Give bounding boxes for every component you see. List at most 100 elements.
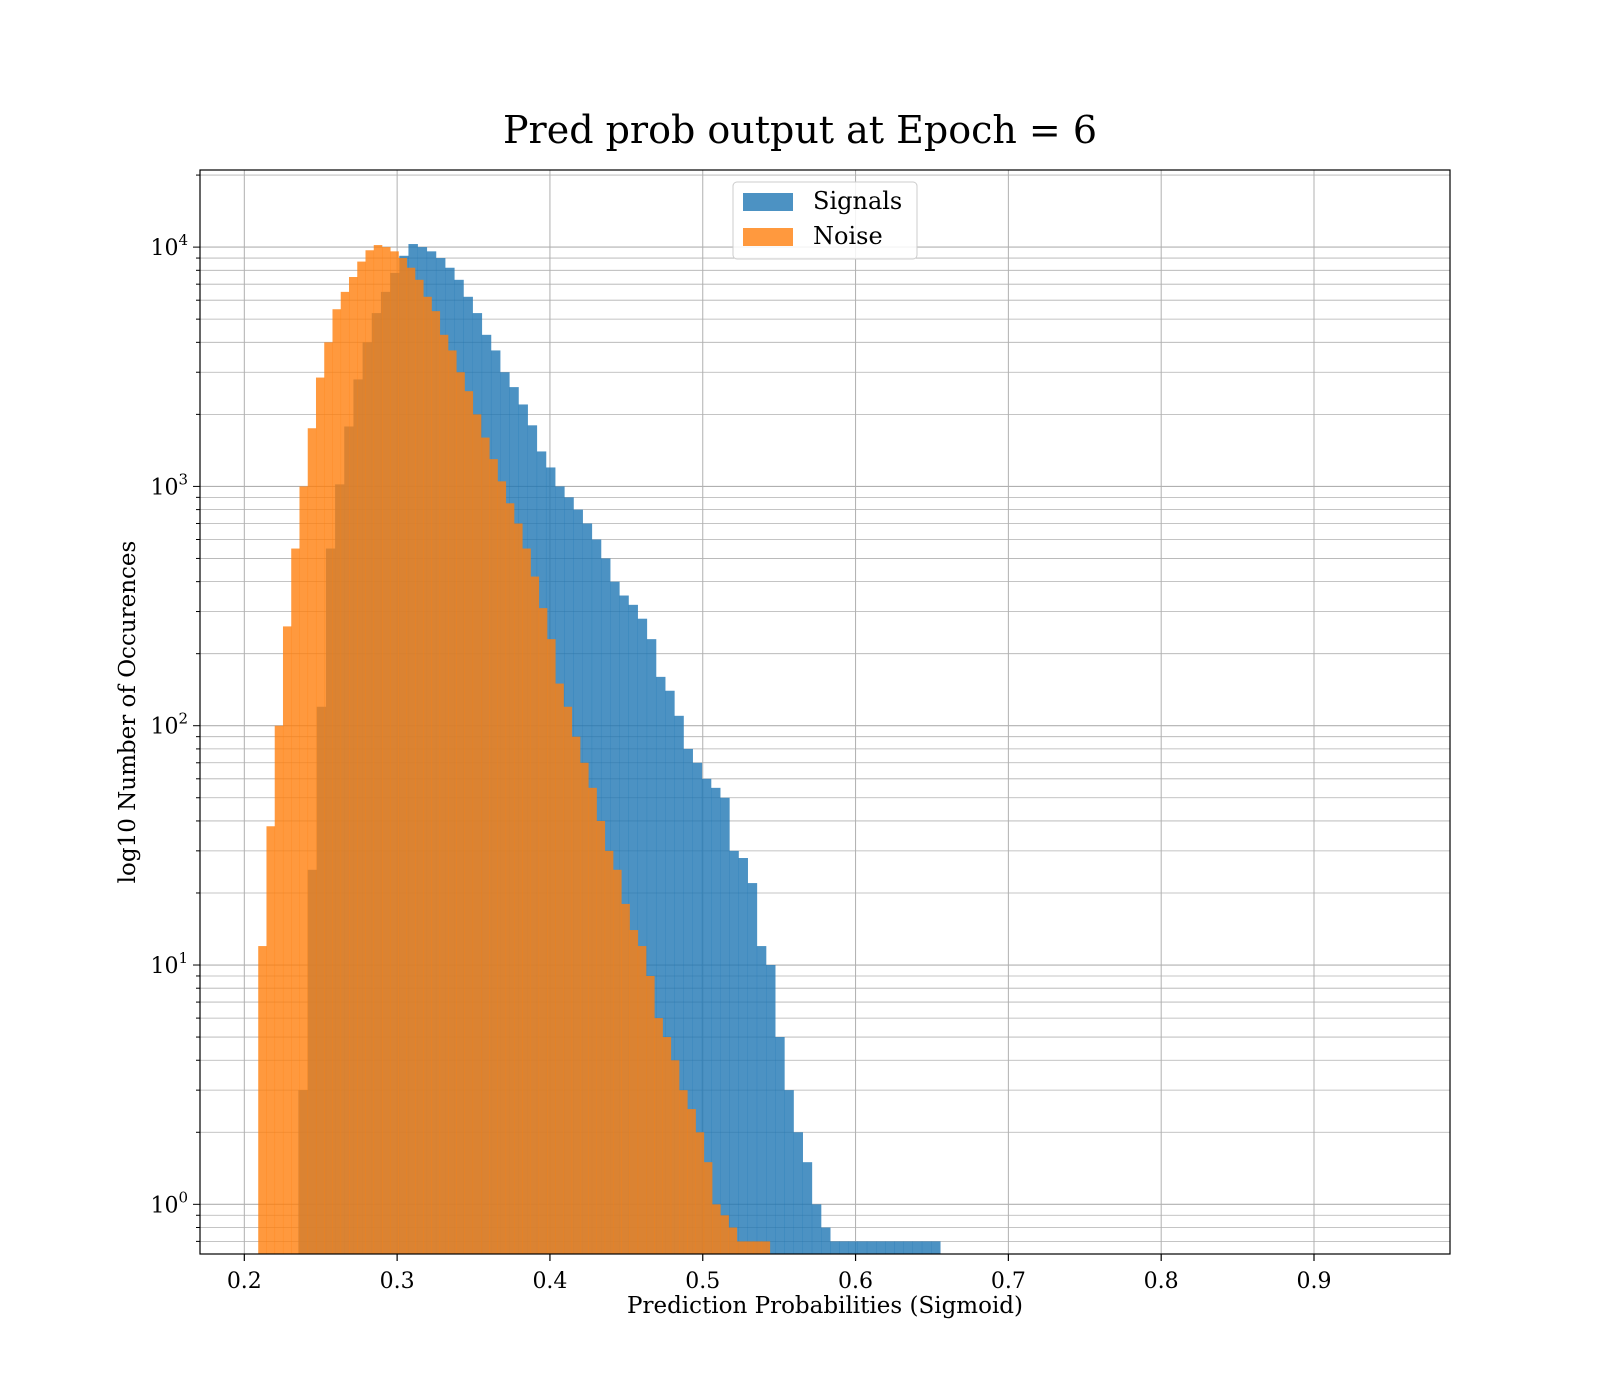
histogram-bar-noise (588, 787, 597, 1254)
histogram-bar-signals (866, 1241, 877, 1254)
histogram-bar-signals (811, 1204, 822, 1254)
chart-title: Pred prob output at Epoch = 6 (503, 108, 1097, 152)
histogram-bar-signals (655, 676, 666, 1254)
histogram-bar-signals (738, 858, 748, 1254)
y-tick-label: 103 (150, 470, 188, 500)
histogram-bar-noise (324, 342, 333, 1254)
y-axis-ticks: 100 101 102 103 104 (150, 174, 200, 1242)
histogram-bar-signals (674, 715, 684, 1254)
histogram-bar-noise (547, 639, 556, 1254)
histogram-bar-signals (857, 1241, 868, 1254)
histogram-bar-noise (563, 706, 573, 1254)
x-axis-ticks: 0.2 0.3 0.4 0.5 0.6 0.7 0.8 0.9 (227, 1254, 1331, 1294)
histogram-bar-noise (514, 523, 523, 1254)
histogram-bar-noise (753, 1241, 762, 1254)
x-axis-label: Prediction Probabilities (Sigmoid) (627, 1293, 1023, 1319)
histogram-bar-noise (637, 946, 647, 1254)
x-tick-label: 0.4 (532, 1269, 567, 1294)
histogram-bar-signals (692, 762, 703, 1254)
histogram-bar-noise (728, 1227, 738, 1254)
histogram-bar-signals (903, 1241, 914, 1254)
x-tick-label: 0.2 (227, 1269, 262, 1294)
x-tick-label: 0.6 (838, 1269, 873, 1294)
histogram-bar-signals (637, 618, 648, 1254)
histogram-bar-noise (761, 1241, 771, 1254)
histogram-bar-noise (662, 1037, 672, 1254)
y-axis-label: log10 Number of Occurences (115, 541, 141, 884)
plot-area (199, 169, 1451, 1255)
plot-frame (199, 169, 1451, 1255)
histogram-bar-signals (894, 1241, 904, 1254)
histogram-bar-noise (373, 245, 383, 1254)
histogram-bar-noise (679, 1090, 688, 1254)
histogram-bar-signals (683, 748, 693, 1254)
histogram-bar-signals (885, 1241, 895, 1254)
legend-label-signals: Signals (813, 187, 902, 215)
legend-label-noise: Noise (813, 222, 883, 250)
histogram-bar-noise (357, 261, 366, 1254)
histogram-bar-noise (315, 377, 325, 1254)
histogram-bar-signals (784, 1090, 794, 1254)
histogram-bar-signals (665, 690, 675, 1254)
histogram-bar-signals (912, 1241, 923, 1254)
histogram-bar-signals (921, 1241, 932, 1254)
histogram-bar-noise (431, 311, 441, 1254)
histogram-bar-noise (580, 762, 589, 1254)
histogram-bar-noise (472, 414, 482, 1254)
histogram-bar-noise (489, 459, 498, 1255)
histogram-bar-noise (456, 372, 465, 1254)
histogram-bar-noise (291, 548, 300, 1254)
histogram-bar-noise (381, 247, 391, 1254)
histogram-bar-signals (821, 1227, 831, 1254)
series-noise (258, 245, 771, 1255)
histogram-bar-signals (756, 946, 767, 1254)
histogram-bar-noise (282, 626, 292, 1254)
legend-swatch-noise (743, 228, 793, 246)
histogram-bar-signals (775, 1037, 785, 1254)
histogram-bar-noise (736, 1241, 746, 1254)
histogram-bar-noise (481, 437, 490, 1254)
histogram-bar-signals (793, 1132, 803, 1254)
y-tick-label: 102 (150, 710, 188, 740)
histogram-bar-noise (695, 1132, 705, 1254)
histogram-bar-noise (258, 946, 267, 1254)
histogram-bar-noise (365, 250, 375, 1255)
histogram-bar-noise (687, 1109, 696, 1254)
histogram-bar-noise (423, 296, 432, 1254)
legend-swatch-signals (743, 193, 793, 211)
histogram-bar-noise (348, 277, 358, 1255)
grid-lines (200, 170, 1450, 1254)
histogram-bar-noise (274, 725, 284, 1254)
histogram-bar-signals (729, 850, 739, 1254)
histogram-bar-signals (848, 1241, 859, 1254)
x-tick-label: 0.3 (380, 1269, 415, 1294)
x-tick-label: 0.9 (1296, 1269, 1331, 1294)
histogram-bar-noise (307, 428, 317, 1254)
histogram-bar-signals (830, 1241, 840, 1254)
histogram-bar-noise (390, 251, 399, 1255)
histogram-bar-noise (555, 683, 564, 1254)
histogram-bar-noise (505, 503, 515, 1254)
histogram-bar-noise (332, 309, 342, 1254)
histogram-bar-noise (712, 1204, 721, 1254)
y-tick-label: 101 (150, 949, 188, 979)
histogram-bar-noise (497, 481, 507, 1255)
histogram-bar-noise (745, 1241, 754, 1254)
histogram-bar-noise (464, 391, 474, 1255)
histogram-bar-noise (340, 291, 350, 1254)
histogram-bar-noise (439, 334, 449, 1254)
histogram-bar-noise (670, 1060, 680, 1254)
x-tick-label: 0.5 (685, 1269, 720, 1294)
histogram-bar-noise (629, 930, 639, 1254)
histogram-bar-noise (613, 869, 622, 1254)
histogram-bar-signals (931, 1241, 941, 1254)
histogram-bar-noise (720, 1215, 729, 1254)
histogram-bar-signals (839, 1241, 849, 1254)
histogram-bar-noise (415, 279, 424, 1254)
histogram-bar-noise (448, 350, 457, 1254)
histogram-bar-signals (628, 604, 638, 1254)
histogram-bar-signals (711, 787, 721, 1254)
histogram-bar-noise (299, 486, 309, 1254)
histogram-bar-noise (604, 850, 614, 1254)
histogram-bar-signals (720, 797, 730, 1254)
